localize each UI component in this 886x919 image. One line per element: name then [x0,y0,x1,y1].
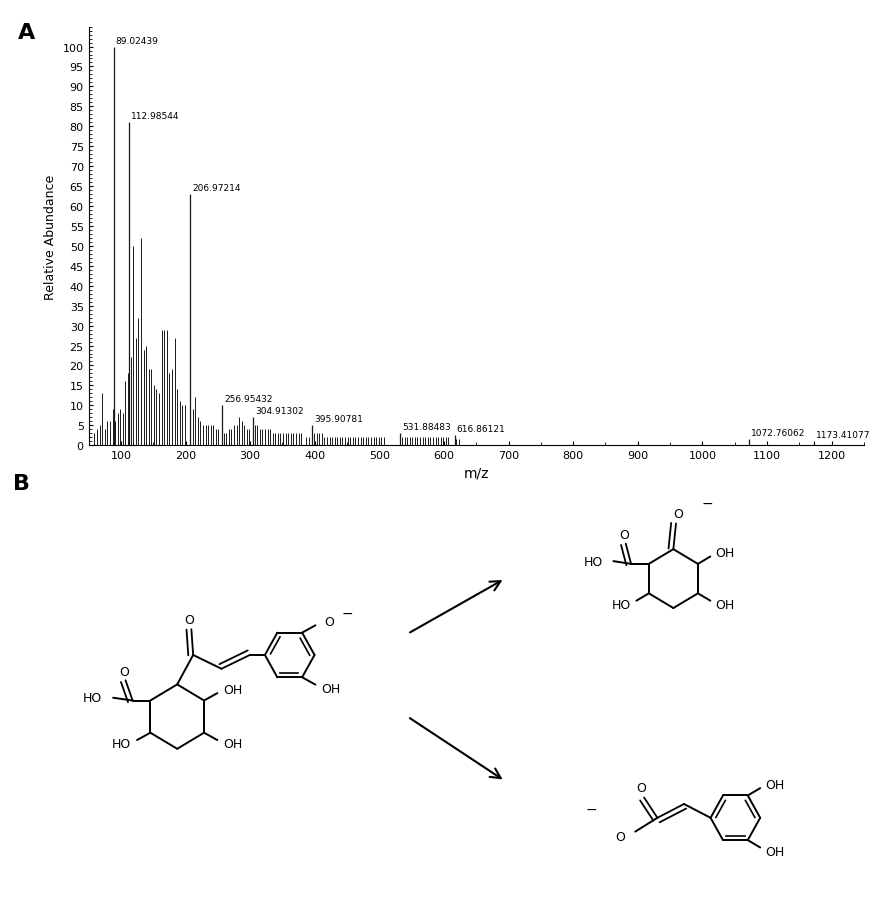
Text: 256.95432: 256.95432 [224,395,273,403]
Text: O: O [119,664,128,678]
Text: 1173.41077: 1173.41077 [816,431,871,439]
Text: OH: OH [716,598,734,611]
Text: OH: OH [716,547,734,560]
Text: −: − [585,801,597,816]
FancyArrowPatch shape [410,582,501,633]
Text: HO: HO [584,555,602,568]
Text: O: O [619,528,629,541]
Text: HO: HO [612,598,631,611]
Text: −: − [701,496,713,511]
Text: O: O [673,507,684,520]
Text: B: B [13,473,30,494]
Text: A: A [18,23,35,43]
Text: OH: OH [223,683,243,697]
Text: O: O [615,830,625,843]
Text: 531.88483: 531.88483 [402,423,451,432]
Text: OH: OH [766,845,785,857]
Y-axis label: Relative Abundance: Relative Abundance [44,174,58,300]
Text: 395.90781: 395.90781 [314,414,363,424]
Text: HO: HO [112,737,131,751]
Text: 206.97214: 206.97214 [192,184,240,193]
Text: OH: OH [766,778,785,791]
X-axis label: m/z: m/z [463,466,489,480]
Text: 616.86121: 616.86121 [457,425,506,434]
Text: O: O [324,616,334,629]
Text: O: O [184,614,195,627]
FancyArrowPatch shape [410,719,501,778]
Text: O: O [636,781,647,794]
Text: 304.91302: 304.91302 [255,407,304,415]
Text: 1072.76062: 1072.76062 [751,429,805,437]
Text: 112.98544: 112.98544 [131,112,180,121]
Text: OH: OH [322,682,341,695]
Text: −: − [342,606,354,619]
Text: OH: OH [223,737,243,751]
Text: HO: HO [82,691,102,705]
Text: 89.02439: 89.02439 [116,37,159,45]
